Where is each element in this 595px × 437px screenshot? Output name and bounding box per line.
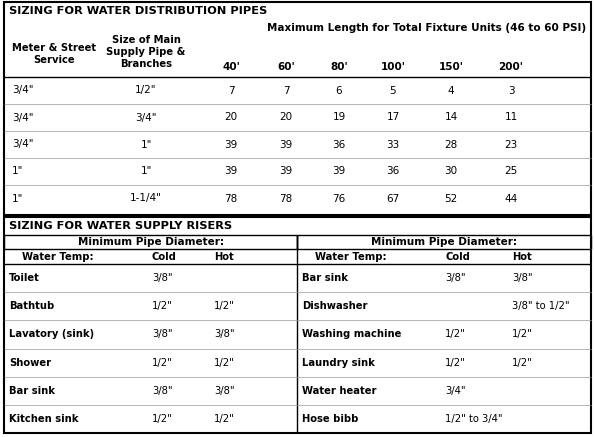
Text: Minimum Pipe Diameter:: Minimum Pipe Diameter: <box>77 237 224 247</box>
Text: 1": 1" <box>12 194 23 204</box>
Text: 3/8" to 1/2": 3/8" to 1/2" <box>512 301 569 311</box>
Text: Cold: Cold <box>152 252 177 261</box>
Text: 52: 52 <box>444 194 458 204</box>
Text: 36: 36 <box>386 166 400 177</box>
Text: 23: 23 <box>505 139 518 149</box>
Text: 36: 36 <box>333 139 346 149</box>
Text: 67: 67 <box>386 194 400 204</box>
Text: Water Temp:: Water Temp: <box>315 252 387 261</box>
Text: 1/2": 1/2" <box>152 357 173 368</box>
Bar <box>4 2 591 215</box>
Text: Meter & Street
Service: Meter & Street Service <box>12 43 96 65</box>
Text: 3: 3 <box>508 86 514 96</box>
Text: SIZING FOR WATER SUPPLY RISERS: SIZING FOR WATER SUPPLY RISERS <box>9 221 232 231</box>
Text: 28: 28 <box>444 139 458 149</box>
Text: Hot: Hot <box>512 252 532 261</box>
Text: 39: 39 <box>224 139 237 149</box>
Text: Hot: Hot <box>214 252 234 261</box>
Text: 76: 76 <box>333 194 346 204</box>
Text: 4: 4 <box>447 86 455 96</box>
Text: Bar sink: Bar sink <box>9 386 55 396</box>
Text: 7: 7 <box>283 86 289 96</box>
Text: 20: 20 <box>280 112 293 122</box>
Text: 14: 14 <box>444 112 458 122</box>
Text: 3/8": 3/8" <box>152 386 173 396</box>
Text: 1/2": 1/2" <box>445 357 466 368</box>
Text: 3/4": 3/4" <box>445 386 466 396</box>
Text: 1/2": 1/2" <box>512 357 533 368</box>
Text: Bar sink: Bar sink <box>302 273 348 283</box>
Text: 40': 40' <box>222 62 240 72</box>
Text: 1/2": 1/2" <box>445 329 466 340</box>
Text: 1": 1" <box>12 166 23 177</box>
Text: 1/2": 1/2" <box>214 357 235 368</box>
Text: 3/4": 3/4" <box>12 139 33 149</box>
Text: 3/8": 3/8" <box>214 386 234 396</box>
Text: 1-1/4": 1-1/4" <box>130 194 162 204</box>
Text: Maximum Length for Total Fixture Units (46 to 60 PSI): Maximum Length for Total Fixture Units (… <box>267 23 586 33</box>
Text: 3/8": 3/8" <box>152 329 173 340</box>
Text: Cold: Cold <box>445 252 470 261</box>
Text: Hose bibb: Hose bibb <box>302 414 358 424</box>
Bar <box>4 217 591 433</box>
Text: Kitchen sink: Kitchen sink <box>9 414 79 424</box>
Text: 30: 30 <box>444 166 458 177</box>
Text: 39: 39 <box>280 166 293 177</box>
Text: 1/2": 1/2" <box>135 86 156 96</box>
Text: 100': 100' <box>380 62 406 72</box>
Text: 150': 150' <box>439 62 464 72</box>
Text: 3/8": 3/8" <box>445 273 466 283</box>
Text: 1": 1" <box>140 139 152 149</box>
Text: Laundry sink: Laundry sink <box>302 357 375 368</box>
Text: 1/2": 1/2" <box>214 301 235 311</box>
Text: 78: 78 <box>280 194 293 204</box>
Text: 25: 25 <box>505 166 518 177</box>
Text: 1/2": 1/2" <box>512 329 533 340</box>
Bar <box>297 235 591 249</box>
Text: 39: 39 <box>280 139 293 149</box>
Text: 7: 7 <box>228 86 234 96</box>
Text: 3/4": 3/4" <box>135 112 156 122</box>
Text: 33: 33 <box>386 139 400 149</box>
Text: 1": 1" <box>140 166 152 177</box>
Text: 44: 44 <box>505 194 518 204</box>
Text: 3/4": 3/4" <box>12 86 33 96</box>
Text: 200': 200' <box>499 62 524 72</box>
Text: 3/8": 3/8" <box>152 273 173 283</box>
Text: SIZING FOR WATER DISTRIBUTION PIPES: SIZING FOR WATER DISTRIBUTION PIPES <box>9 6 267 16</box>
Text: 39: 39 <box>333 166 346 177</box>
Text: 3/8": 3/8" <box>214 329 234 340</box>
Text: 5: 5 <box>390 86 396 96</box>
Text: Washing machine: Washing machine <box>302 329 402 340</box>
Text: 60': 60' <box>277 62 295 72</box>
Text: 3/8": 3/8" <box>512 273 533 283</box>
Text: Bathtub: Bathtub <box>9 301 54 311</box>
Text: 1/2": 1/2" <box>152 414 173 424</box>
Text: Size of Main
Supply Pipe &
Branches: Size of Main Supply Pipe & Branches <box>107 35 186 69</box>
Text: 20: 20 <box>224 112 237 122</box>
Text: 19: 19 <box>333 112 346 122</box>
Text: 1/2": 1/2" <box>152 301 173 311</box>
Text: Lavatory (sink): Lavatory (sink) <box>9 329 94 340</box>
Bar <box>4 235 297 249</box>
Text: 1/2" to 3/4": 1/2" to 3/4" <box>445 414 503 424</box>
Text: Dishwasher: Dishwasher <box>302 301 368 311</box>
Text: Water heater: Water heater <box>302 386 377 396</box>
Text: Toilet: Toilet <box>9 273 40 283</box>
Text: 11: 11 <box>505 112 518 122</box>
Text: 78: 78 <box>224 194 237 204</box>
Text: Water Temp:: Water Temp: <box>23 252 94 261</box>
Text: 6: 6 <box>336 86 342 96</box>
Text: 39: 39 <box>224 166 237 177</box>
Text: Shower: Shower <box>9 357 51 368</box>
Text: 80': 80' <box>330 62 348 72</box>
Text: 1/2": 1/2" <box>214 414 235 424</box>
Text: 17: 17 <box>386 112 400 122</box>
Text: 3/4": 3/4" <box>12 112 33 122</box>
Text: Minimum Pipe Diameter:: Minimum Pipe Diameter: <box>371 237 517 247</box>
